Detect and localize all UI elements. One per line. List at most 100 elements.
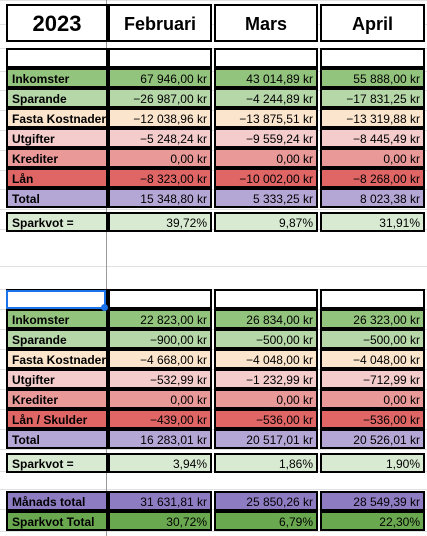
month-header-2[interactable]: April [320, 4, 425, 42]
row-label[interactable]: Utgifter [6, 369, 108, 389]
row-label[interactable]: Fasta Kostnader [6, 108, 108, 128]
sparkvot-value[interactable]: 1,86% [214, 453, 318, 473]
value-cell[interactable]: 0,00 kr [320, 389, 425, 409]
month-header-1[interactable]: Mars [214, 4, 318, 42]
value-cell[interactable]: −532,99 kr [108, 369, 212, 389]
grid-line [0, 389, 427, 390]
sparkvot-value[interactable]: 1,90% [320, 453, 425, 473]
row-label[interactable]: Inkomster [6, 68, 108, 88]
value-cell[interactable]: 26 834,00 kr [214, 309, 318, 329]
selected-cell[interactable] [6, 290, 106, 309]
grid-line [0, 229, 427, 230]
value-cell[interactable]: 67 946,00 kr [108, 68, 212, 88]
grid-line [0, 509, 427, 510]
value-cell[interactable]: −17 831,25 kr [320, 88, 425, 108]
row-label[interactable]: Sparande [6, 88, 108, 108]
value-cell[interactable]: −900,00 kr [108, 329, 212, 349]
value-cell[interactable]: 26 323,00 kr [320, 309, 425, 329]
value-cell[interactable]: −5 248,24 kr [108, 128, 212, 148]
blank-cell[interactable] [108, 289, 212, 309]
value-cell[interactable]: −13 319,88 kr [320, 108, 425, 128]
grid-line [0, 266, 427, 267]
grid-line [0, 329, 427, 330]
grid-line [0, 369, 427, 370]
value-cell[interactable]: −712,99 kr [320, 369, 425, 389]
value-cell[interactable]: −9 559,24 kr [214, 128, 318, 148]
sparkvot-label[interactable]: Sparkvot = [6, 453, 108, 473]
value-cell[interactable]: 55 888,00 kr [320, 68, 425, 88]
value-cell[interactable]: 16 283,01 kr [108, 429, 212, 449]
manads-total-value[interactable]: 28 549,39 kr [320, 491, 425, 511]
value-cell[interactable]: −4 048,00 kr [320, 349, 425, 369]
row-label[interactable]: Total [6, 429, 108, 449]
value-cell[interactable]: −26 987,00 kr [108, 88, 212, 108]
blank-cell[interactable] [320, 48, 425, 68]
blank-cell[interactable] [320, 289, 425, 309]
row-label[interactable]: Inkomster [6, 309, 108, 329]
grid-line [0, 449, 427, 450]
sparkvot-label[interactable]: Sparkvot = [6, 212, 108, 232]
value-cell[interactable]: −500,00 kr [320, 329, 425, 349]
value-cell[interactable]: −8 323,00 kr [108, 168, 212, 188]
sparkvot-value[interactable]: 9,87% [214, 212, 318, 232]
row-label[interactable]: Fasta Kostnader [6, 349, 108, 369]
grid-line [0, 189, 427, 190]
row-label[interactable]: Utgifter [6, 128, 108, 148]
year-header[interactable]: 2023 [6, 4, 108, 42]
grid-line [0, 24, 427, 25]
value-cell[interactable]: −13 875,51 kr [214, 108, 318, 128]
sparkvot-value[interactable]: 31,91% [320, 212, 425, 232]
value-cell[interactable]: −439,00 kr [108, 409, 212, 429]
blank-cell[interactable] [108, 48, 212, 68]
value-cell[interactable]: 0,00 kr [214, 148, 318, 168]
value-cell[interactable]: −8 268,00 kr [320, 168, 425, 188]
blank-cell[interactable] [214, 289, 318, 309]
value-cell[interactable]: 20 526,01 kr [320, 429, 425, 449]
value-cell[interactable]: −12 038,96 kr [108, 108, 212, 128]
sparkvot-total-label[interactable]: Sparkvot Total [6, 511, 108, 531]
row-label[interactable]: Sparande [6, 329, 108, 349]
value-cell[interactable]: −1 232,99 kr [214, 369, 318, 389]
sparkvot-total-value[interactable]: 6,79% [214, 511, 318, 531]
manads-total-value[interactable]: 31 631,81 kr [108, 491, 212, 511]
value-cell[interactable]: 0,00 kr [320, 148, 425, 168]
sparkvot-value[interactable]: 3,94% [108, 453, 212, 473]
grid-line [0, 150, 427, 151]
sparkvot-total-value[interactable]: 30,72% [108, 511, 212, 531]
blank-cell[interactable] [214, 48, 318, 68]
month-header-0[interactable]: Februari [108, 4, 212, 42]
manads-total-label[interactable]: Månads total [6, 491, 108, 511]
value-cell[interactable]: −4 048,00 kr [214, 349, 318, 369]
value-cell[interactable]: 20 517,01 kr [214, 429, 318, 449]
value-cell[interactable]: −4 244,89 kr [214, 88, 318, 108]
grid-line [0, 48, 427, 49]
value-cell[interactable]: −536,00 kr [214, 409, 318, 429]
value-cell[interactable]: 8 023,38 kr [320, 188, 425, 208]
value-cell[interactable]: −4 668,00 kr [108, 349, 212, 369]
value-cell[interactable]: −8 445,49 kr [320, 128, 425, 148]
selection-handle[interactable] [101, 304, 108, 311]
grid-line [0, 471, 427, 472]
grid-line [0, 409, 427, 410]
manads-total-value[interactable]: 25 850,26 kr [214, 491, 318, 511]
row-label[interactable]: Lån / Skulder [6, 409, 108, 429]
value-cell[interactable]: −500,00 kr [214, 329, 318, 349]
blank-cell[interactable] [6, 48, 108, 68]
value-cell[interactable]: 43 014,89 kr [214, 68, 318, 88]
value-cell[interactable]: 22 823,00 kr [108, 309, 212, 329]
sparkvot-total-value[interactable]: 22,30% [320, 511, 425, 531]
value-cell[interactable]: 0,00 kr [108, 389, 212, 409]
value-cell[interactable]: 0,00 kr [108, 148, 212, 168]
sparkvot-value[interactable]: 39,72% [108, 212, 212, 232]
row-label[interactable]: Total [6, 188, 108, 208]
value-cell[interactable]: 0,00 kr [214, 389, 318, 409]
value-cell[interactable]: 15 348,80 kr [108, 188, 212, 208]
value-cell[interactable]: 5 333,25 kr [214, 188, 318, 208]
value-cell[interactable]: −536,00 kr [320, 409, 425, 429]
value-cell[interactable]: −10 002,00 kr [214, 168, 318, 188]
row-label[interactable]: Krediter [6, 148, 108, 168]
row-label[interactable]: Lån [6, 168, 108, 188]
row-label[interactable]: Krediter [6, 389, 108, 409]
grid-line [0, 71, 427, 72]
